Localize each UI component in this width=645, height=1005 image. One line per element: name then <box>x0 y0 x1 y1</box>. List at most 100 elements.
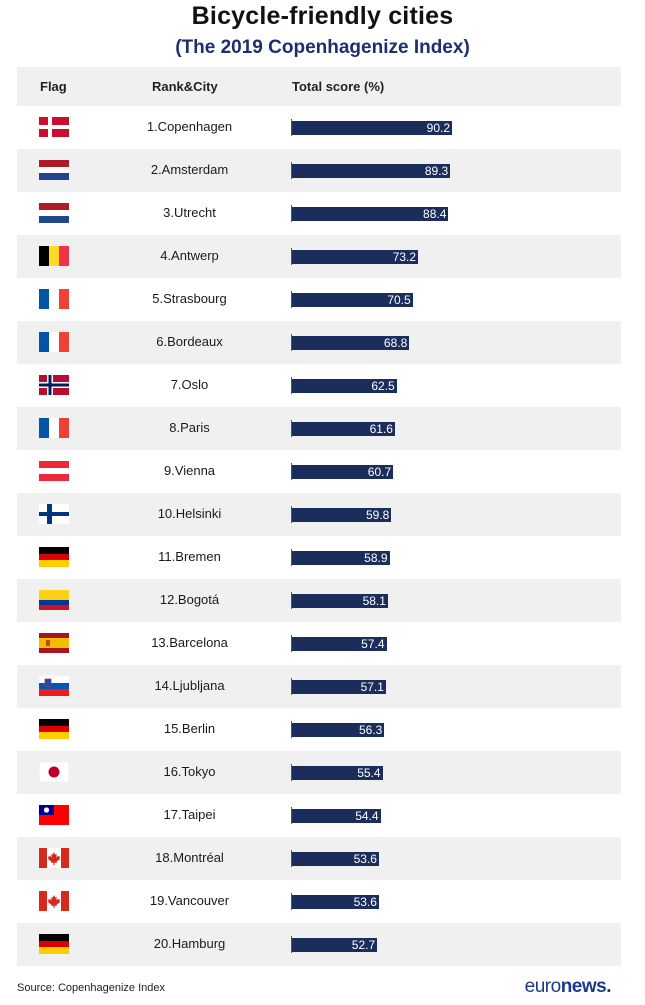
bar-track: 61.6 <box>291 420 601 437</box>
euronews-logo: euronews. <box>525 976 612 998</box>
data-label: 53.6 <box>353 852 377 866</box>
table-row: 19.Vancouver 53.6 <box>17 880 621 923</box>
bar-track: 58.9 <box>291 549 601 566</box>
data-label: 56.3 <box>358 723 383 737</box>
table-row: 13.Barcelona 57.4 <box>17 622 621 665</box>
data-label: 57.4 <box>361 637 385 651</box>
data-label: 61.6 <box>369 422 393 436</box>
axis-tick <box>291 893 292 910</box>
source-note: Source: Copenhagenize Index <box>17 982 165 994</box>
canada-flag-icon <box>39 848 69 868</box>
axis-tick <box>291 850 292 867</box>
bar: 60.7 <box>292 465 394 479</box>
table-row: 10.Helsinki 59.8 <box>17 493 621 536</box>
data-label: 58.9 <box>364 551 388 565</box>
table-row: 2.Amsterdam 89.3 <box>17 149 621 192</box>
bar: 57.1 <box>292 680 386 694</box>
france-flag-icon <box>39 332 69 352</box>
table-row: 5.Strasbourg 70.5 <box>17 278 621 321</box>
france-flag-icon <box>39 418 69 438</box>
axis-tick <box>291 936 292 953</box>
bar: 53.6 <box>292 852 379 866</box>
data-label: 70.5 <box>387 293 411 307</box>
bar: 59.8 <box>292 508 392 522</box>
belgium-flag-icon <box>39 246 69 266</box>
canada-flag-icon <box>39 891 69 911</box>
table-row: 6.Bordeaux 68.8 <box>17 321 621 364</box>
bar-track: 54.4 <box>291 807 601 824</box>
data-label: 58.1 <box>362 594 386 608</box>
category-label: 20.Hamburg <box>153 936 226 951</box>
data-label: 52.7 <box>351 938 376 952</box>
category-label: 6.Bordeaux <box>156 334 223 349</box>
taiwan-flag-icon <box>39 805 69 825</box>
bar: 58.9 <box>292 551 390 565</box>
category-label: 14.Ljubljana <box>154 678 225 693</box>
axis-tick <box>291 721 292 738</box>
data-label: 62.5 <box>371 379 395 393</box>
finland-flag-icon <box>39 504 69 524</box>
axis-tick <box>291 592 292 609</box>
bar: 55.4 <box>292 766 383 780</box>
netherlands-flag-icon <box>39 203 69 223</box>
bar: 56.3 <box>292 723 385 737</box>
bar-track: 90.2 <box>291 119 601 136</box>
chart-subtitle: (The 2019 Copenhagenize Index) <box>175 37 470 58</box>
category-label: 7.Oslo <box>170 377 209 392</box>
japan-flag-icon <box>39 762 69 782</box>
data-label: 57.1 <box>360 680 384 694</box>
category-label: 16.Tokyo <box>163 764 216 779</box>
bar-track: 55.4 <box>291 764 601 781</box>
data-label: 54.4 <box>355 809 379 823</box>
bar: 70.5 <box>292 293 413 307</box>
table-header: Flag Rank&City Total score (%) <box>17 67 621 106</box>
table-row: 4.Antwerp 73.2 <box>17 235 621 278</box>
bar: 90.2 <box>292 121 452 135</box>
table-row: 18.Montréal 53.6 <box>17 837 621 880</box>
axis-tick <box>291 205 292 222</box>
category-label: 4.Antwerp <box>160 248 219 263</box>
axis-tick <box>291 377 292 394</box>
table-row: 20.Hamburg 52.7 <box>17 923 621 966</box>
table-row: 9.Vienna 60.7 <box>17 450 621 493</box>
header-total-score: Total score (%) <box>292 79 385 94</box>
germany-flag-icon <box>39 719 69 739</box>
data-label: 90.2 <box>426 121 450 135</box>
category-label: 19.Vancouver <box>149 893 230 908</box>
table-row: 17.Taipei 54.4 <box>17 794 621 837</box>
axis-tick <box>291 807 292 824</box>
category-label: 3.Utrecht <box>163 205 216 220</box>
bar: 54.4 <box>292 809 381 823</box>
table-row: 7.Oslo 62.5 <box>17 364 621 407</box>
axis-tick <box>291 334 292 351</box>
data-label: 60.7 <box>367 465 392 479</box>
category-label: 2.Amsterdam <box>150 162 229 177</box>
table-row: 8.Paris 61.6 <box>17 407 621 450</box>
bar: 89.3 <box>292 164 451 178</box>
slovenia-flag-icon <box>39 676 69 696</box>
bar-track: 73.2 <box>291 248 601 265</box>
axis-tick <box>291 248 292 265</box>
bar: 62.5 <box>292 379 397 393</box>
category-label: 12.Bogotá <box>159 592 220 607</box>
bar: 61.6 <box>292 422 395 436</box>
category-label: 8.Paris <box>169 420 210 435</box>
category-label: 18.Montréal <box>155 850 224 865</box>
chart-title: Bicycle-friendly cities <box>191 2 454 30</box>
table-row: 16.Tokyo 55.4 <box>17 751 621 794</box>
axis-tick <box>291 463 292 480</box>
axis-tick <box>291 291 292 308</box>
austria-flag-icon <box>39 461 69 481</box>
category-label: 10.Helsinki <box>157 506 222 521</box>
denmark-flag-icon <box>39 117 69 137</box>
bar-track: 89.3 <box>291 162 601 179</box>
axis-tick <box>291 678 292 695</box>
header-flag: Flag <box>40 79 67 94</box>
header-rank-city: Rank&City <box>152 79 218 94</box>
table-row: 11.Bremen 58.9 <box>17 536 621 579</box>
data-label: 68.8 <box>383 336 408 350</box>
category-label: 11.Bremen <box>158 549 221 564</box>
axis-tick <box>291 764 292 781</box>
category-label: 13.Barcelona <box>151 635 228 650</box>
bar-track: 56.3 <box>291 721 601 738</box>
